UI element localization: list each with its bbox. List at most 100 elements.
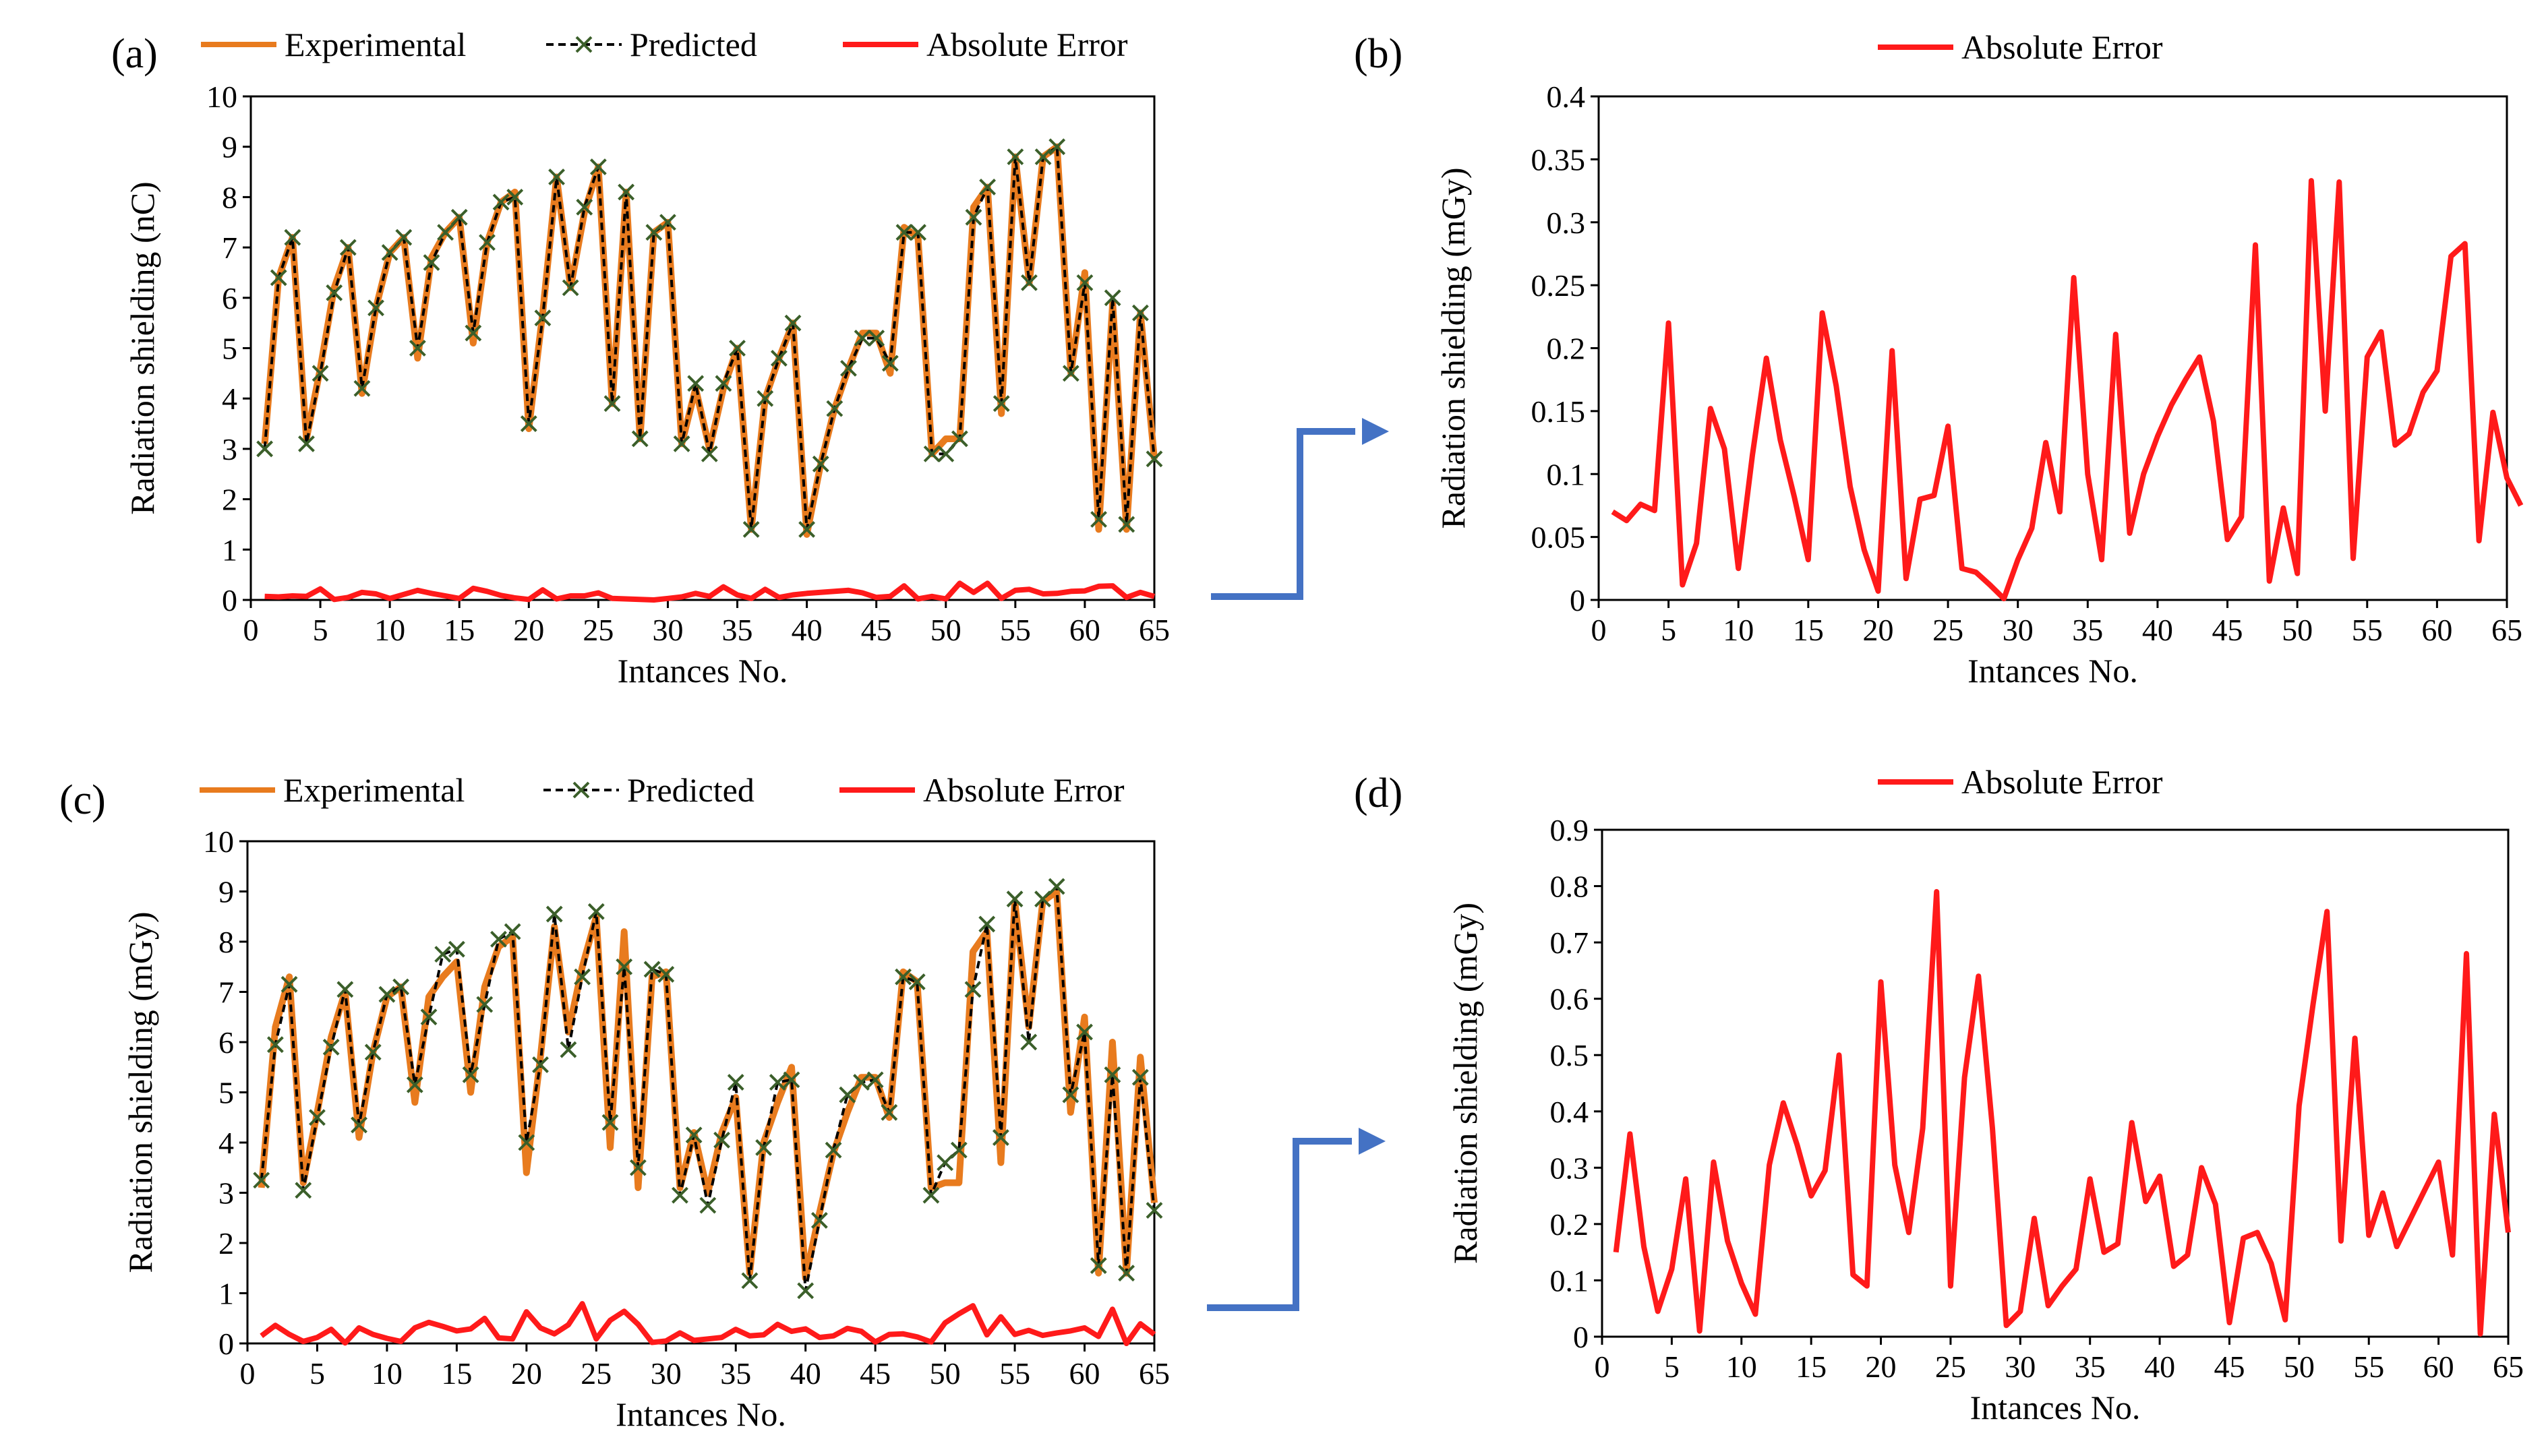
data-point-marker-b xyxy=(1006,890,1024,908)
data-point-marker-b xyxy=(895,224,913,241)
y-tick-label: 0 xyxy=(1573,1320,1589,1354)
y-tick-label: 0.1 xyxy=(1550,1263,1589,1298)
data-point-marker-b xyxy=(783,1071,800,1089)
y-axis-title: Radiation shielding (mGy) xyxy=(121,911,159,1273)
data-point-marker-b xyxy=(479,234,496,251)
data-point-marker-b xyxy=(701,445,718,462)
data-point-marker-b xyxy=(645,224,663,241)
data-point-marker-b xyxy=(312,365,329,382)
data-point-marker-b xyxy=(713,1131,730,1149)
data-point-marker-b xyxy=(280,975,298,993)
x-tick-label: 45 xyxy=(2214,1349,2245,1384)
data-point-marker-b xyxy=(326,284,343,301)
series-line xyxy=(260,1301,1156,1346)
data-point-marker-b xyxy=(295,1182,312,1199)
x-tick-label: 65 xyxy=(1139,1356,1170,1391)
x-axis-title: Intances No. xyxy=(1970,1389,2141,1426)
x-tick-label: 15 xyxy=(1796,1349,1827,1384)
data-point-marker-b xyxy=(448,940,465,958)
data-point-marker-b xyxy=(1007,148,1024,166)
x-tick-label: 60 xyxy=(2421,613,2452,647)
data-point-marker-b xyxy=(825,1141,842,1159)
data-point-marker-b xyxy=(506,188,524,206)
data-point-marker-b xyxy=(336,981,354,998)
data-point-marker-b xyxy=(839,1086,856,1103)
x-tick-label: 50 xyxy=(930,613,961,647)
data-point-marker-b xyxy=(256,440,274,458)
legend-entry: Experimental xyxy=(200,771,465,809)
y-tick-label: 3 xyxy=(222,432,237,466)
x-tick-label: 5 xyxy=(1664,1349,1680,1384)
x-tick-label: 0 xyxy=(1591,613,1607,647)
x-tick-label: 25 xyxy=(1935,1349,1966,1384)
data-point-marker-b xyxy=(462,1066,479,1083)
y-tick-label: 0.8 xyxy=(1550,870,1589,904)
data-point-marker-b xyxy=(284,229,301,246)
legend-marker-b xyxy=(572,781,590,799)
data-point-marker-b xyxy=(378,985,396,1003)
legend-label: Experimental xyxy=(283,771,465,809)
y-tick-label: 3 xyxy=(218,1176,234,1211)
series-line xyxy=(1611,178,2524,602)
y-tick-label: 0.15 xyxy=(1531,394,1586,429)
y-tick-label: 0.3 xyxy=(1547,206,1586,240)
panel-label: (d) xyxy=(1354,770,1402,816)
data-point-marker-b xyxy=(1104,289,1121,307)
y-tick-label: 0.3 xyxy=(1550,1151,1589,1185)
x-tick-label: 0 xyxy=(240,1356,256,1391)
data-point-marker-b xyxy=(770,350,788,367)
data-point-marker-b xyxy=(673,435,690,452)
data-point-marker-b xyxy=(1020,1033,1038,1051)
x-tick-label: 60 xyxy=(1069,1356,1100,1391)
data-point-marker-b xyxy=(1104,1066,1121,1083)
series-absolute-error xyxy=(1611,178,2524,602)
data-point-marker-b xyxy=(798,521,816,538)
y-tick-label: 0.4 xyxy=(1550,1095,1589,1129)
x-tick-label: 35 xyxy=(2072,613,2103,647)
data-point-marker-b xyxy=(266,1036,284,1054)
x-tick-label: 35 xyxy=(722,613,753,647)
x-tick-label: 25 xyxy=(1932,613,1963,647)
legend-label: Experimental xyxy=(285,26,466,63)
legend-label: Predicted xyxy=(627,771,754,809)
data-point-marker-b xyxy=(1090,1257,1107,1274)
data-point-marker-b xyxy=(1076,274,1094,291)
data-point-marker-b xyxy=(854,330,871,346)
data-point-marker-b xyxy=(923,445,941,462)
data-point-marker-b xyxy=(741,1272,759,1290)
x-tick-label: 20 xyxy=(513,613,544,647)
y-tick-label: 0 xyxy=(1570,583,1585,617)
x-tick-label: 20 xyxy=(1866,1349,1897,1384)
data-point-marker-b xyxy=(450,208,468,226)
data-point-marker-b xyxy=(992,1129,1009,1146)
data-point-marker-b xyxy=(1048,138,1066,156)
panel-label: (b) xyxy=(1354,31,1402,77)
x-tick-label: 50 xyxy=(2284,1349,2315,1384)
y-tick-label: 0.2 xyxy=(1550,1207,1589,1242)
data-point-marker-b xyxy=(1146,1202,1163,1219)
data-point-marker-b xyxy=(672,1186,688,1204)
data-point-marker-b xyxy=(309,1109,326,1126)
x-tick-label: 25 xyxy=(583,613,614,647)
x-tick-label: 50 xyxy=(2282,613,2313,647)
data-point-marker-b xyxy=(364,1043,382,1061)
x-axis-title: Intances No. xyxy=(618,652,788,690)
y-tick-label: 2 xyxy=(218,1226,234,1261)
data-point-marker-b xyxy=(631,430,649,448)
y-tick-label: 0.4 xyxy=(1547,80,1586,114)
data-point-marker-b xyxy=(657,966,675,983)
series-absolute-error xyxy=(260,1301,1156,1346)
data-point-marker-b xyxy=(1090,511,1107,528)
data-point-marker-b xyxy=(298,435,315,452)
x-tick-label: 30 xyxy=(2005,1349,2036,1384)
y-tick-label: 2 xyxy=(222,483,237,517)
x-tick-label: 40 xyxy=(2144,1349,2175,1384)
series-line xyxy=(260,883,1156,1292)
data-point-marker-b xyxy=(437,224,454,241)
y-tick-label: 0 xyxy=(218,1327,234,1361)
x-tick-label: 65 xyxy=(2491,613,2522,647)
x-tick-label: 65 xyxy=(2493,1349,2524,1384)
data-point-marker-b xyxy=(574,968,591,985)
data-point-marker-b xyxy=(840,359,857,377)
